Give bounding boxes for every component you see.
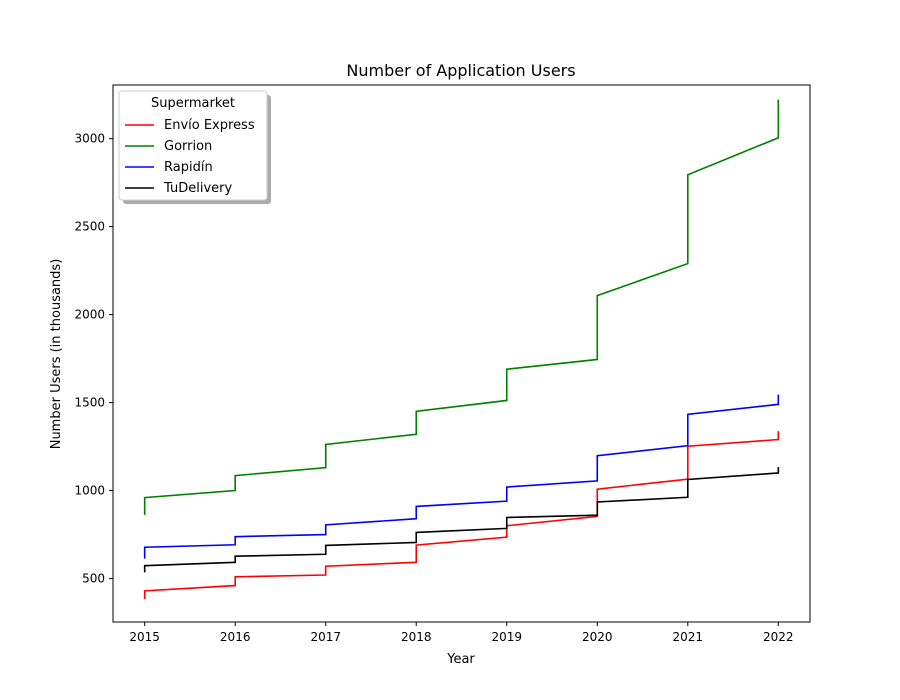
legend-label-1: Gorrion <box>164 139 212 154</box>
x-axis-label: Year <box>446 652 475 667</box>
x-tick-label: 2022 <box>763 630 794 644</box>
series-line-3 <box>143 467 780 573</box>
series-line-1 <box>143 99 780 515</box>
x-axis-ticks: 2015 2016 2017 2018 2019 2020 2021 2022 <box>129 622 794 644</box>
y-tick-label: 500 <box>82 572 105 586</box>
chart-title: Number of Application Users <box>346 61 575 80</box>
y-axis-label: Number Users (in thousands) <box>49 259 64 450</box>
x-tick-label: 2018 <box>401 630 432 644</box>
series-line-0 <box>143 431 780 600</box>
x-tick-label: 2019 <box>491 630 522 644</box>
legend-title: Supermarket <box>151 96 235 111</box>
x-tick-label: 2020 <box>582 630 613 644</box>
y-tick-label: 1000 <box>74 484 105 498</box>
x-tick-label: 2015 <box>129 630 160 644</box>
x-tick-label: 2016 <box>220 630 251 644</box>
legend-label-3: TuDelivery <box>163 181 232 196</box>
series-line-2 <box>143 394 780 559</box>
x-tick-label: 2017 <box>310 630 341 644</box>
legend-box <box>118 90 268 201</box>
x-tick-label: 2021 <box>673 630 704 644</box>
y-tick-label: 3000 <box>74 132 105 146</box>
series-layer <box>143 99 780 600</box>
legend: Supermarket Envío Express Gorrion Rapidín T… <box>118 90 271 204</box>
legend-entries: Envío Express Gorrion Rapidín TuDelivery <box>125 118 255 196</box>
y-tick-label: 2500 <box>74 220 105 234</box>
y-axis-ticks: 500 1000 1500 2000 2500 3000 <box>74 132 113 586</box>
y-tick-label: 1500 <box>74 396 105 410</box>
legend-label-0: Envío Express <box>164 118 255 133</box>
y-tick-label: 2000 <box>74 308 105 322</box>
legend-label-2: Rapidín <box>164 160 213 175</box>
plot-area-frame <box>112 84 811 623</box>
